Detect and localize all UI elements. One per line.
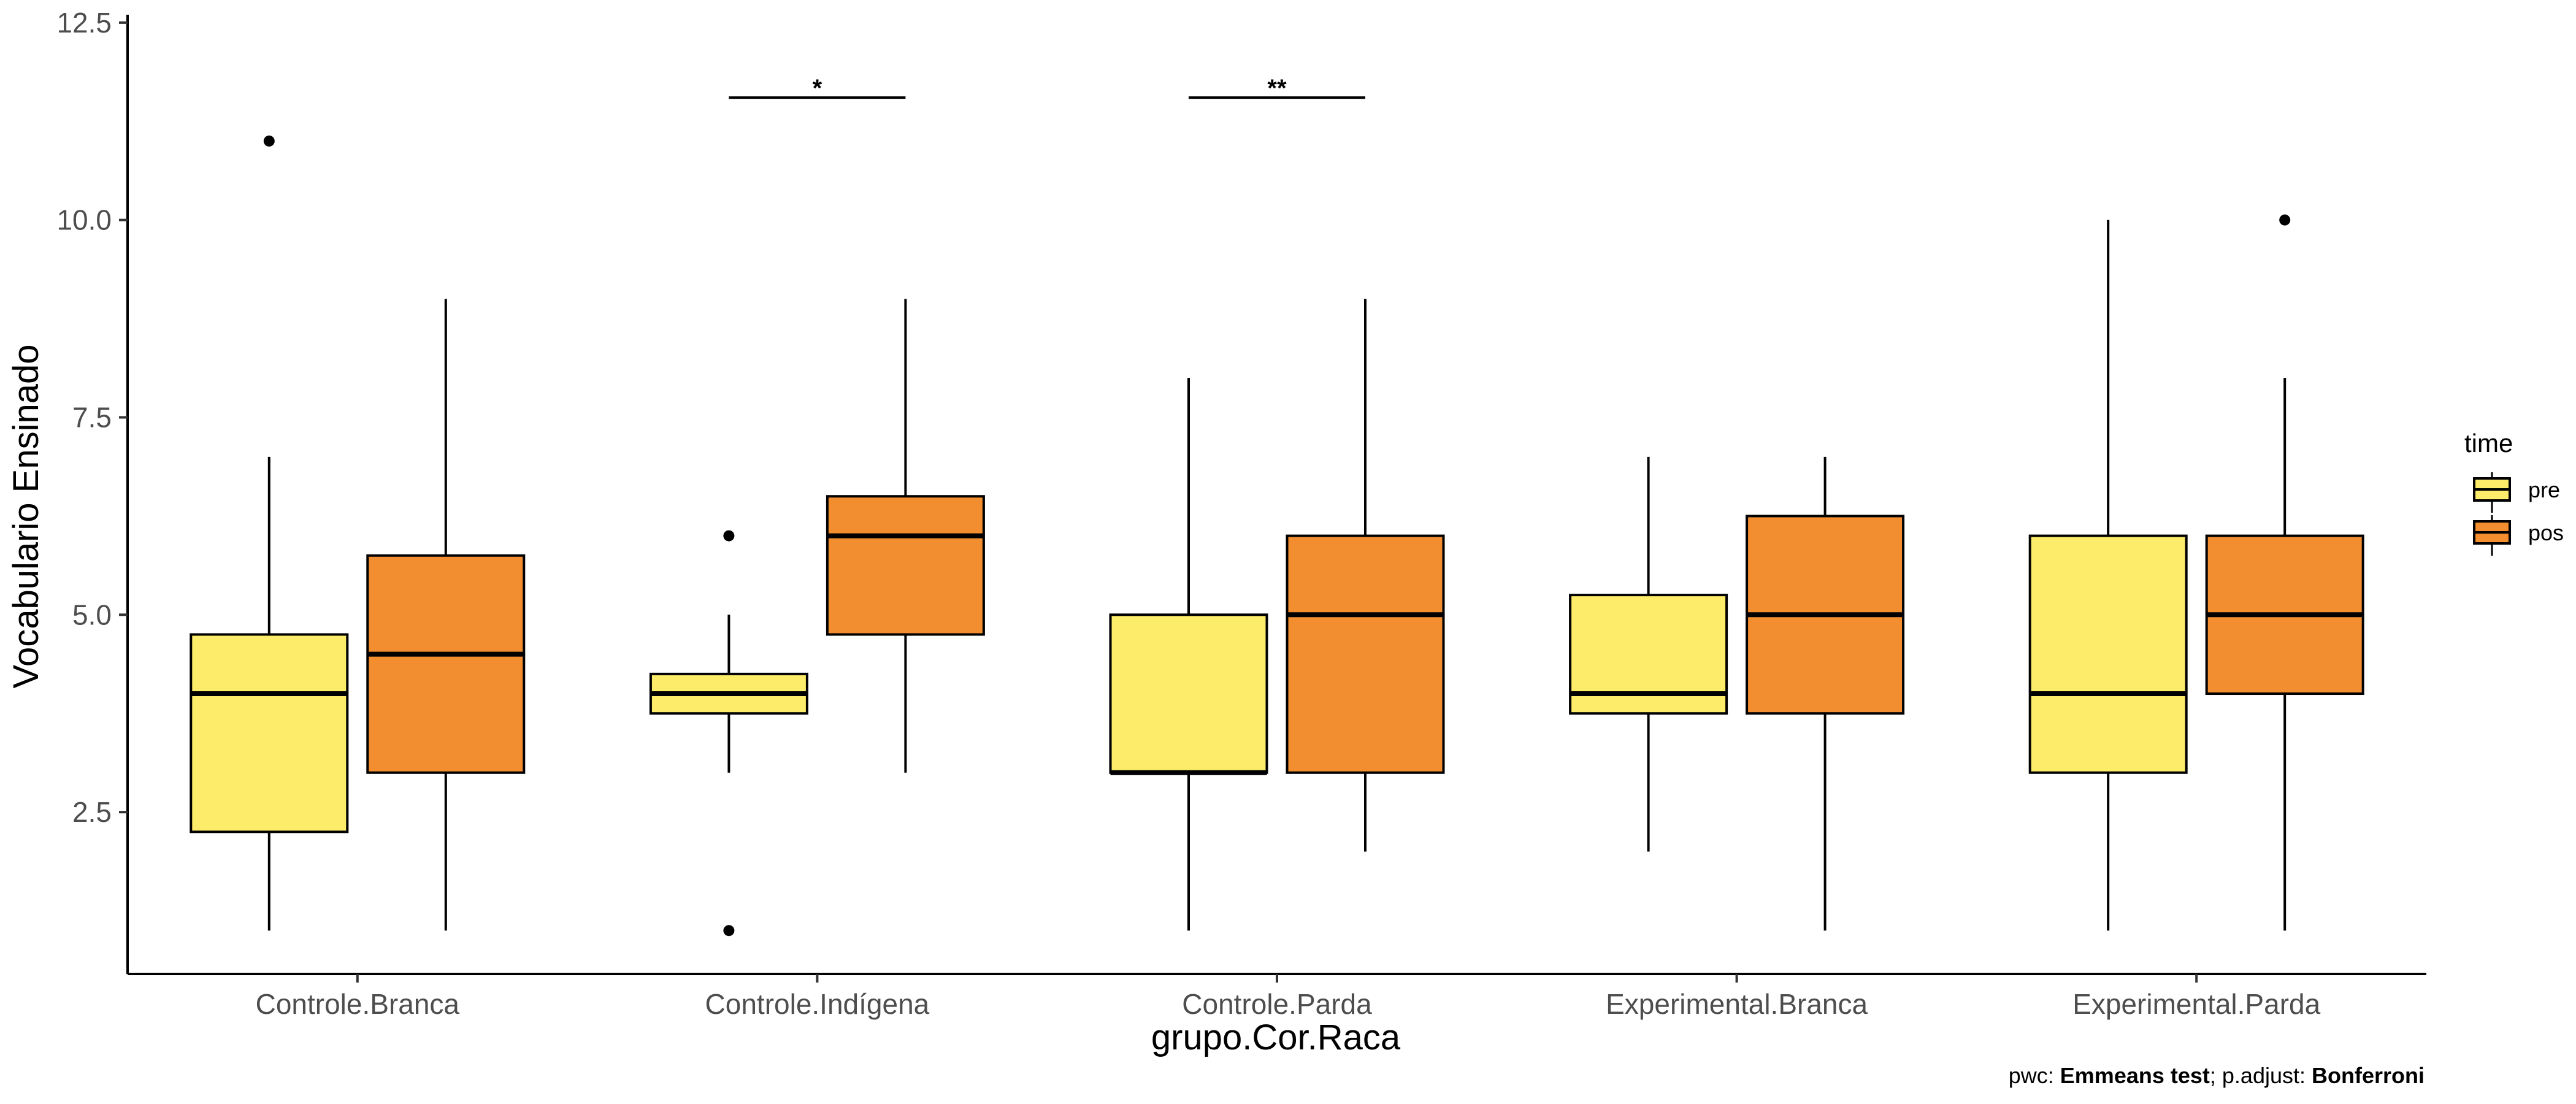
box-pre-experimental-branca bbox=[1569, 456, 1728, 852]
legend-label: pre bbox=[2528, 477, 2560, 502]
y-tick-label: 5.0 bbox=[72, 599, 112, 631]
x-tick-label: Controle.Parda bbox=[1182, 988, 1372, 1020]
x-axis-title: grupo.Cor.Raca bbox=[1151, 1018, 1401, 1057]
x-tick-label: Controle.Branca bbox=[256, 988, 460, 1020]
box-pos-experimental-parda bbox=[2205, 214, 2364, 931]
outlier-point bbox=[723, 530, 735, 542]
axes: 2.5 5.0 7.5 10.0 12.5 Controle.Branca Controle… bbox=[56, 7, 2426, 1020]
significance-label: ** bbox=[1267, 75, 1287, 102]
caption-prefix: pwc: bbox=[2008, 1063, 2060, 1088]
caption-test: Emmeans test bbox=[2060, 1063, 2210, 1088]
y-tick-label: 12.5 bbox=[56, 7, 112, 39]
outlier-point bbox=[263, 135, 275, 147]
legend: time pre pos bbox=[2464, 429, 2564, 556]
x-tick-label: Controle.Indígena bbox=[705, 988, 930, 1020]
legend-label: pos bbox=[2528, 520, 2564, 545]
significance-controle-parda: ** bbox=[1189, 75, 1365, 102]
caption-method: Bonferroni bbox=[2312, 1063, 2425, 1088]
box-pos-experimental-branca bbox=[1746, 456, 1905, 931]
caption: pwc: Emmeans test; p.adjust: Bonferroni bbox=[2009, 1063, 2425, 1089]
box-pre-controle-parda bbox=[1109, 378, 1268, 931]
box-body bbox=[1109, 613, 1268, 774]
y-axis-title: Vocabulario Ensinado bbox=[6, 344, 46, 688]
box-pre-controle-indigena bbox=[649, 530, 808, 937]
box-pre-controle-branca bbox=[190, 135, 349, 931]
box-body bbox=[366, 554, 526, 774]
box-pos-controle-branca bbox=[366, 299, 526, 931]
legend-item-pre: pre bbox=[2473, 472, 2560, 513]
box-pre-experimental-parda bbox=[2028, 220, 2188, 931]
box-body bbox=[826, 495, 985, 636]
x-tick-label: Experimental.Parda bbox=[2072, 988, 2320, 1020]
y-tick-label: 7.5 bbox=[72, 401, 112, 433]
legend-title: time bbox=[2464, 429, 2513, 458]
box-body bbox=[2028, 534, 2188, 774]
box-pos-controle-indigena bbox=[826, 299, 985, 773]
significance-label: * bbox=[813, 75, 822, 102]
y-tick-label: 2.5 bbox=[72, 796, 112, 828]
y-tick-label: 10.0 bbox=[56, 204, 112, 236]
significance-controle-indigena: * bbox=[729, 75, 906, 102]
caption-middle: ; p.adjust: bbox=[2209, 1063, 2312, 1088]
x-tick-label: Experimental.Branca bbox=[1606, 988, 1868, 1020]
box-pos-controle-parda bbox=[1286, 299, 1445, 852]
box-body bbox=[190, 633, 349, 834]
plot-area: * ** bbox=[190, 75, 2364, 937]
outlier-point bbox=[2279, 214, 2291, 226]
legend-item-pos: pos bbox=[2473, 515, 2564, 556]
box-body bbox=[1286, 534, 1445, 774]
outlier-point bbox=[723, 925, 735, 937]
